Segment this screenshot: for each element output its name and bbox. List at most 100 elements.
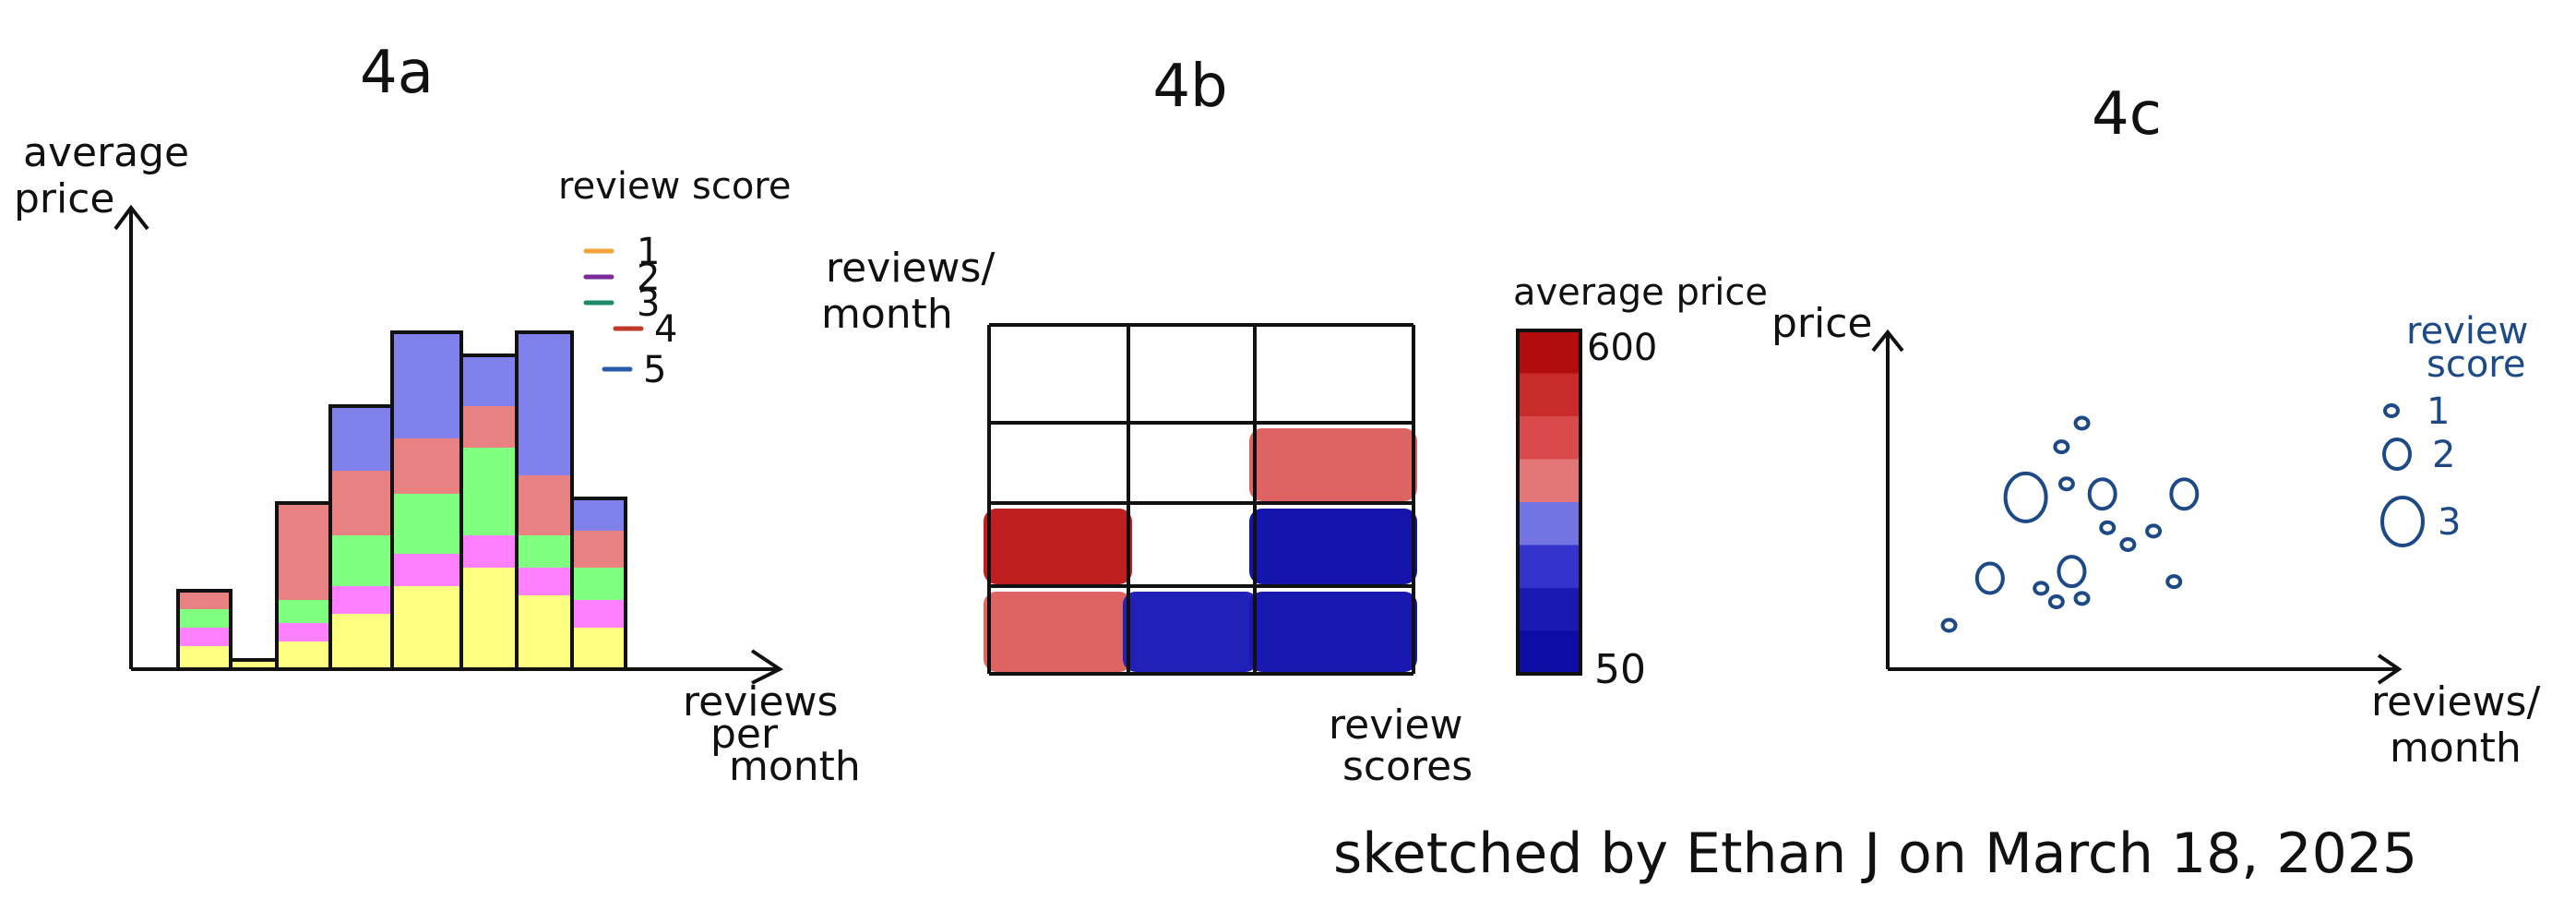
chart-4c-xlabel-line-2: month: [2390, 725, 2522, 772]
chart-4a-ylabel-line-2: price: [14, 175, 115, 222]
chart-4c-point-3: [2033, 581, 2050, 596]
chart-4a-legend-label-3: 3: [637, 282, 660, 325]
chart-4c-point-16: [2169, 477, 2200, 511]
chart-4a-bar-segment-1-3: [279, 641, 328, 669]
chart-4a-bar-segment-4-6: [463, 406, 515, 448]
chart-4b-cell-r2-c3: [1249, 428, 1417, 501]
chart-4c-point-15: [2165, 574, 2183, 590]
chart-4c-scatter: 4c price reviews/ month review score 12 3: [1771, 80, 2540, 772]
chart-4b-grid: [987, 323, 1415, 676]
chart-4a-bar-segment-2-3: [279, 623, 328, 641]
chart-4a-bar-segment-3-5: [394, 494, 459, 554]
chart-4a-bar-segment-3-3: [279, 600, 328, 623]
chart-4b-ylabel-line-2: month: [821, 291, 953, 338]
chart-4c-legend-marker-3: [2380, 496, 2425, 547]
chart-4b-heatmap: 4b reviews/ month review scores average …: [821, 53, 1768, 790]
chart-4c-point-12: [2099, 520, 2117, 535]
chart-4b-colorbar-segment-2: [1518, 373, 1580, 417]
chart-4b-xlabel-line-1: review: [1329, 701, 1463, 749]
chart-4c-legend-label-2: 2: [2432, 434, 2455, 476]
chart-4a-bar-segment-1-1: [180, 646, 229, 669]
chart-4c-legend-marker-1: [2383, 403, 2400, 418]
chart-4a-title: 4a: [360, 39, 434, 107]
chart-4a-bar-segment-1-2: [233, 660, 275, 669]
chart-4a-bar-segment-5-8: [574, 498, 624, 531]
chart-4a-bar-segment-1-5: [394, 586, 459, 669]
chart-4b-colorbar-segment-6: [1518, 545, 1580, 589]
chart-4b-colorbar-title: average price: [1513, 271, 1768, 314]
chart-4c-point-9: [2057, 476, 2075, 492]
chart-4c-point-6: [2073, 591, 2091, 606]
chart-4c-point-14: [2145, 523, 2163, 539]
chart-4c-legend-label-3: 3: [2438, 501, 2461, 544]
chart-4a-xlabel-line-3: month: [729, 743, 861, 790]
chart-4a-bar-segment-2-8: [574, 600, 624, 628]
chart-4a-bar-segment-1-7: [519, 595, 570, 669]
chart-4b-title: 4b: [1152, 53, 1227, 121]
chart-4a-bars: [176, 330, 627, 671]
chart-4b-colorbar: [1516, 329, 1582, 676]
chart-4b-colorbar-segment-8: [1518, 630, 1580, 675]
chart-4a-bar-segment-4-5: [394, 438, 459, 494]
chart-4b-ylabel-line-1: reviews/: [826, 245, 995, 292]
chart-4b-colorbar-segment-3: [1518, 416, 1580, 461]
chart-4a-ylabel-line-1: average: [23, 129, 189, 176]
sketch-credit: sketched by Ethan J on March 18, 2025: [1333, 821, 2417, 886]
chart-4c-point-11: [2087, 477, 2117, 511]
chart-4a-bar-segment-3-7: [519, 535, 570, 568]
chart-4c-point-1: [1940, 617, 1958, 633]
chart-4c-point-5: [2057, 555, 2087, 589]
chart-4a-bar-segment-2-4: [332, 586, 390, 614]
chart-4a-bar-segment-1-6: [463, 568, 515, 669]
chart-4a-y-axis-arrow: [113, 204, 149, 231]
chart-4b-colorbar-min-label: 50: [1594, 646, 1646, 693]
chart-4a-bar-segment-4-3: [279, 503, 328, 600]
chart-4a-bar-segment-1-8: [574, 628, 624, 669]
chart-4b-cell-r4-c2: [1123, 592, 1258, 672]
chart-4a-legend-title: review score: [558, 165, 791, 208]
chart-4c-y-axis-arrow: [1871, 329, 1904, 353]
chart-4a-bar-segment-1-4: [332, 614, 390, 669]
chart-4b-colorbar-segment-1: [1518, 330, 1580, 375]
chart-4a-bar-segment-2-7: [519, 568, 570, 595]
chart-4a-bar-segment-2-6: [463, 535, 515, 568]
chart-4c-legend-label-1: 1: [2427, 390, 2450, 433]
chart-4c-point-4: [2047, 594, 2065, 609]
chart-4a-bar-segment-4-4: [332, 471, 390, 535]
chart-4c-ylabel: price: [1771, 300, 1873, 347]
chart-4a-bar-segment-3-4: [332, 535, 390, 586]
chart-4a-bar-segment-2-1: [180, 628, 229, 646]
chart-4b-colorbar-segment-4: [1518, 459, 1580, 503]
chart-4b-cell-r4-c3: [1249, 592, 1417, 672]
chart-4a-bar-segment-4-1: [180, 591, 229, 609]
chart-4a-bar-segment-5-6: [463, 355, 515, 406]
chart-4a-legend-label-4: 4: [654, 308, 677, 351]
chart-4a-stacked-bar: 4a average price reviews per month revie…: [14, 39, 861, 790]
chart-4c-point-8: [2053, 439, 2070, 455]
chart-4b-cell-r3-c3: [1249, 509, 1417, 584]
chart-4a-bar-segment-3-6: [463, 448, 515, 535]
chart-4a-x-axis-arrow: [750, 649, 783, 685]
chart-4b-cell-r3-c1: [984, 509, 1132, 584]
chart-4a-bar-segment-3-1: [180, 609, 229, 628]
chart-4c-legend-title-line-2: score: [2427, 343, 2525, 386]
chart-4b-xlabel-line-2: scores: [1342, 743, 1473, 790]
chart-4c-point-13: [2119, 536, 2137, 552]
chart-4a-bar-segment-4-7: [519, 475, 570, 535]
chart-4a-bar-segment-3-8: [574, 568, 624, 600]
chart-4c-xlabel-line-1: reviews/: [2371, 678, 2540, 725]
chart-4a-xlabel-line-2: per: [710, 711, 779, 758]
chart-4c-point-2: [1974, 561, 2005, 595]
chart-4b-cell-r4-c1: [984, 592, 1132, 672]
chart-4b-cells: [984, 428, 1417, 672]
chart-4c-point-7: [2003, 471, 2048, 523]
chart-4a-xlabel-line-1: reviews: [683, 678, 838, 725]
chart-4c-title: 4c: [2092, 80, 2162, 149]
chart-4a-bar-segment-4-8: [574, 531, 624, 568]
chart-4b-colorbar-segment-5: [1518, 502, 1580, 546]
chart-4a-bar-segment-5-5: [394, 332, 459, 438]
chart-4c-points: [1940, 415, 2200, 633]
chart-4a-bar-segment-5-4: [332, 406, 390, 471]
